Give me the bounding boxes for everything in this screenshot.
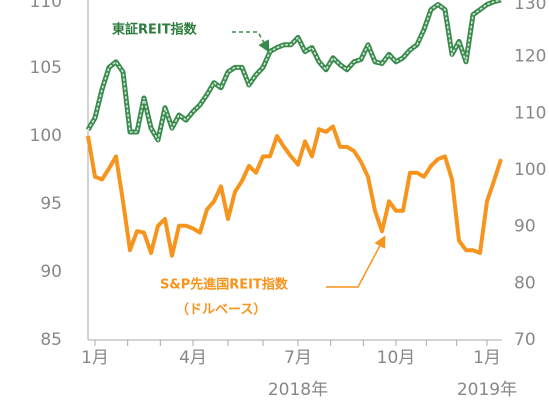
series-line-dots [87,0,502,143]
y-tick-label: 85 [40,330,62,350]
x-tick-label: 10月 [377,348,416,368]
annotation: 東証REIT指数 [112,22,198,38]
y2-tick-label: 80 [514,273,536,293]
series-line [86,124,503,258]
y2-tick-label: 120 [514,47,546,67]
y-tick-label: 105 [30,58,62,78]
series-line [85,0,502,143]
x-tick-label: 7月 [284,348,312,368]
y-tick-label: 90 [40,262,62,282]
y2-tick-label: 110 [514,103,546,123]
y2-tick-label: 130 [514,0,546,14]
x-tick-label: 4月 [179,348,207,368]
y-tick-label: 95 [40,194,62,214]
annotation: （ドルベース） [176,302,266,318]
y-tick-label: 100 [30,126,62,146]
year-label: 2018年 [268,380,328,400]
year-label: 2019年 [457,380,517,400]
leader-line [232,31,270,53]
x-tick-label: 1月 [473,348,501,368]
y-tick-label: 110 [30,0,62,12]
annotation: S&P先進国REIT指数 [160,277,289,293]
y2-tick-label: 90 [514,217,536,237]
y2-tick-label: 70 [514,330,536,350]
x-tick-label: 1月 [81,348,109,368]
y2-tick-label: 100 [514,160,546,180]
leader-line [326,235,386,288]
